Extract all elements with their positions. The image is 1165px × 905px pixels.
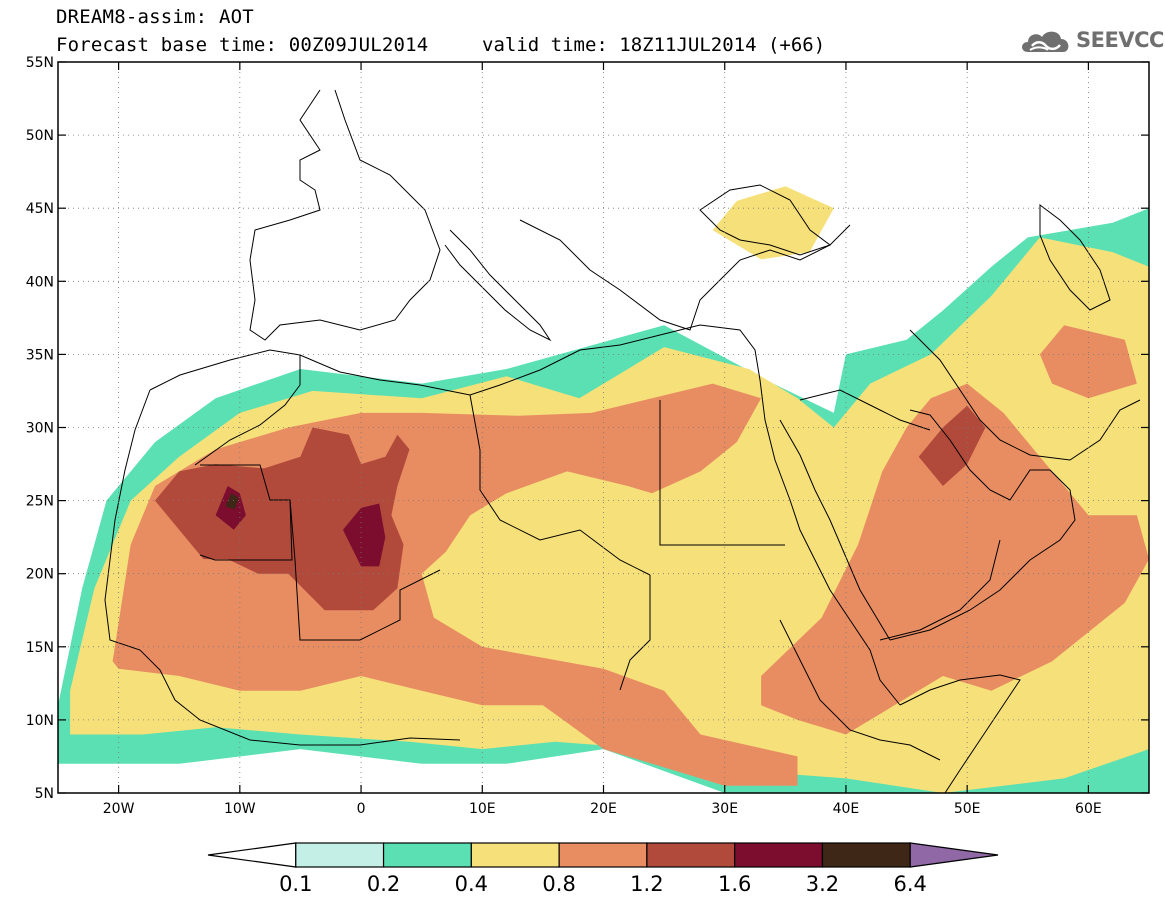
border-mauritania [199,464,293,561]
lat-tick-label: 10N [26,713,54,729]
border-egypt-sudan [659,400,785,546]
lat-tick-label: 30N [26,421,54,437]
coastline-balkans [519,219,851,331]
coastline-black-sea [699,184,832,256]
colorbar-box [382,842,472,868]
aot-region-9 [342,503,386,567]
colorbar-box [295,842,385,868]
aot-region-10 [225,493,239,510]
lon-tick-label: 20W [103,801,135,817]
lat-tick-label: 15N [26,640,54,656]
lat-tick-label: 40N [26,274,54,290]
colorbar-box [821,842,911,868]
coastline-north-africa [149,324,766,421]
lat-tick-label: 25N [26,494,54,510]
border-mali-niger [289,499,441,641]
colorbar-label: 0.1 [279,872,312,896]
coastline-caspian [1039,204,1111,311]
border-sudan-chad [619,575,651,691]
colorbar-label: 0.8 [542,872,575,896]
colorbar-label: 1.2 [630,872,663,896]
lat-tick-label: 20N [26,567,54,583]
lat-tick-label: 55N [26,55,54,71]
forecast-base-time: Forecast base time: 00Z09JUL2014 [56,34,429,56]
border-morocco [194,355,301,466]
map-title: DREAM8-assim: AOT [56,6,254,28]
colorbar-label: 6.4 [894,872,927,896]
cloud-icon [1022,31,1069,52]
border-iran [909,329,1141,461]
colorbar-box [646,842,736,868]
colorbar-box [470,842,560,868]
colorbar-label: 3.2 [806,872,839,896]
lat-tick-label: 35N [26,347,54,363]
logo-text: SEEVCCC [1076,28,1165,52]
lon-tick-label: 60E [1075,801,1102,817]
aot-region-5 [1039,325,1137,399]
coastline-italy [444,229,552,342]
colorbar-label: 0.2 [367,872,400,896]
lon-tick-label: 0 [357,801,366,817]
border-saudi-iraq [799,389,931,431]
lat-tick-label: 45N [26,201,54,217]
aot-region-2 [712,186,834,260]
lon-tick-label: 50E [954,801,981,817]
lon-tick-label: 10E [469,801,496,817]
lat-tick-label: 5N [35,786,54,802]
border-algeria-libya [469,394,651,576]
coastline-horn [899,674,1021,793]
seevccc-logo: SEEVCCC [1018,24,1165,58]
border-saudi-yemen [879,539,1001,641]
colorbar-label: 1.6 [718,872,751,896]
lon-tick-label: 20E [590,801,617,817]
valid-time: valid time: 18Z11JUL2014 (+66) [482,34,826,56]
aot-region-7 [918,405,986,486]
colorbar: 0.1 0.2 0.4 0.8 1.2 1.6 3.2 6.4 [207,842,999,896]
colorbar-box [558,842,648,868]
coastline-west-africa [104,389,461,746]
lat-tick-label: 50N [26,128,54,144]
aot-region-6 [155,427,410,611]
colorbar-under-triangle [207,842,297,868]
lon-tick-label: 30E [711,801,738,817]
country-borders [104,89,1141,793]
coastline-europe [249,89,441,341]
border-ethiopia [779,619,941,761]
coastline-red-sea-west [764,419,901,706]
lon-tick-label: 10W [224,801,256,817]
lon-tick-label: 40E [833,801,860,817]
axis-ticks: 20W 10W 0 10E 20E 30E 40E 50E 60E 55N 50N 45N 40N 35N… [26,55,1149,817]
colorbar-label: 0.4 [455,872,488,896]
colorbar-over-triangle [909,842,999,868]
colorbar-box [734,842,824,868]
coastline-red-sea-east [779,419,891,641]
coastline-arabia [889,409,1076,641]
